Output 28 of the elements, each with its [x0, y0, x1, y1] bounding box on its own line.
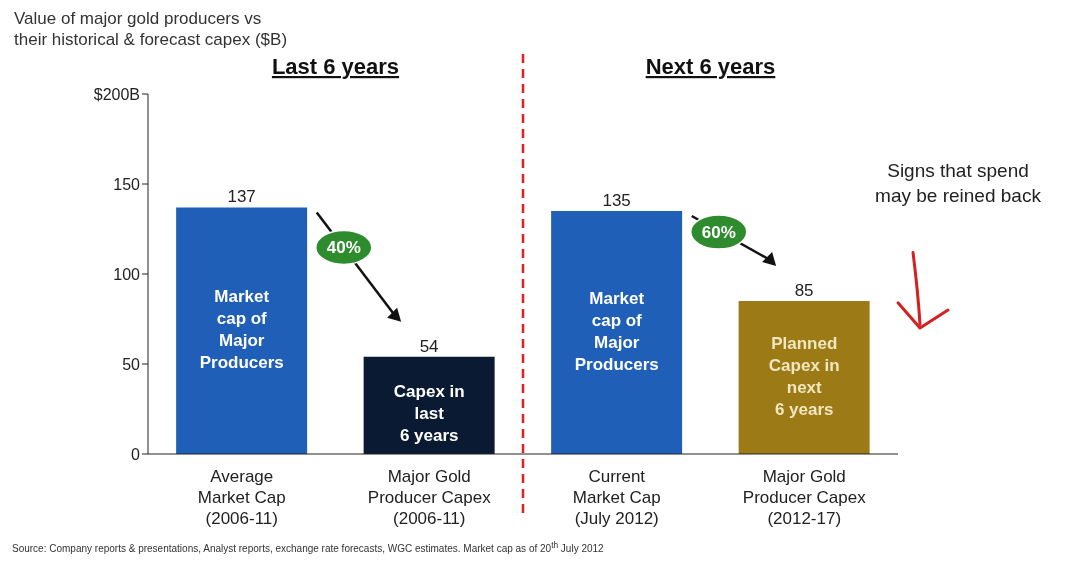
x-tick-label: Major Gold Producer Capex (2012-17) — [742, 467, 867, 528]
data-label: 135 — [602, 191, 631, 210]
bar — [363, 356, 495, 454]
text: Last 6 years — [271, 54, 400, 79]
x-tick-label: Major Gold Producer Capex (2006-11) — [367, 467, 492, 528]
data-label: 85 — [794, 281, 814, 300]
x-tick-label: Current Market Cap (July 2012) — [572, 467, 661, 528]
data-label: 54 — [419, 336, 439, 356]
annotation: Capex in last 6 years — [393, 382, 465, 446]
annotation: Planned Capex in next 6 years — [768, 333, 840, 419]
y-tick-label: 100 — [113, 265, 141, 283]
bar — [551, 211, 683, 454]
data-label: 137 — [227, 187, 256, 207]
annotation: Signs that spend may be reined back — [875, 159, 1042, 206]
chart-title: Value of major gold producers vs their historical & forecast capex ($B) — [14, 8, 289, 50]
bar — [176, 207, 308, 454]
annotation: 40% — [326, 238, 361, 258]
y-tick-label: 50 — [122, 355, 141, 373]
y-tick-label: 150 — [113, 175, 141, 193]
annotation: 60% — [701, 223, 736, 242]
y-tick-label: $200B — [93, 85, 140, 103]
bar — [738, 301, 870, 454]
annotation: Market cap of Major Producers — [574, 288, 659, 374]
source-note: Source: Company reports & presentations, Analyst reports, exchange rate forecasts, WGC estimates. Market cap as of 20$^{th}$ July 2012 — [12, 540, 604, 555]
x-tick-label: Average Market Cap (2006-11) — [197, 467, 286, 528]
y-tick-label: 0 — [131, 445, 141, 463]
text: Next 6 years — [645, 54, 776, 79]
annotation: Market cap of Major Producers — [199, 287, 284, 373]
